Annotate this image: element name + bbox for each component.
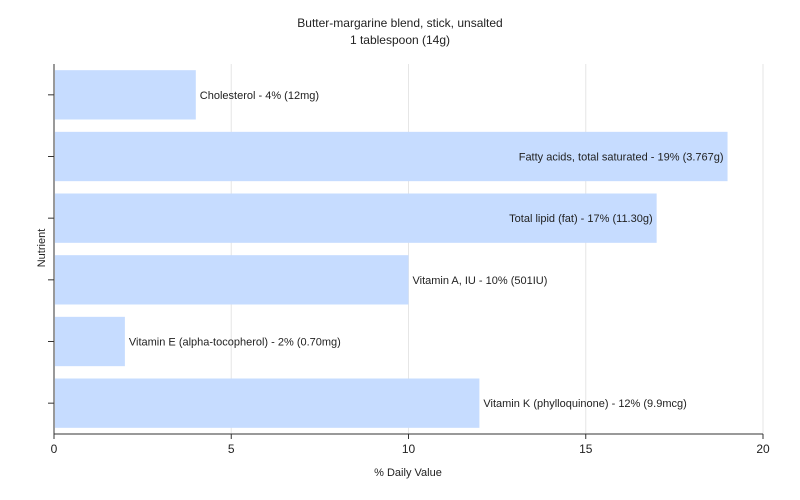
bar-label: Cholesterol - 4% (12mg) bbox=[200, 90, 319, 102]
bar-label: Vitamin A, IU - 10% (501IU) bbox=[413, 275, 548, 287]
bar bbox=[55, 193, 657, 243]
bar-label: Vitamin E (alpha-tocopherol) - 2% (0.70m… bbox=[129, 337, 341, 349]
y-axis-label: Nutrient bbox=[36, 229, 48, 268]
bar-label: Fatty acids, total saturated - 19% (3.76… bbox=[519, 152, 724, 164]
chart-subtitle: 1 tablespoon (14g) bbox=[350, 33, 450, 47]
x-tick-label: 15 bbox=[579, 442, 593, 456]
bar bbox=[55, 255, 409, 305]
x-tick-label: 10 bbox=[402, 442, 416, 456]
x-tick-label: 0 bbox=[51, 442, 58, 456]
chart-title: Butter-margarine blend, stick, unsalted bbox=[297, 16, 502, 30]
x-axis-label: % Daily Value bbox=[374, 467, 442, 479]
bar bbox=[55, 131, 728, 182]
bar-label: Total lipid (fat) - 17% (11.30g) bbox=[509, 213, 652, 225]
x-tick-label: 5 bbox=[228, 442, 235, 456]
axes: 0 5 10 15 20 bbox=[48, 64, 770, 456]
bar bbox=[55, 378, 480, 428]
bar bbox=[55, 70, 196, 120]
x-tick-label: 20 bbox=[756, 442, 770, 456]
bar-label: Vitamin K (phylloquinone) - 12% (9.9mcg) bbox=[483, 398, 686, 410]
bars-group: Cholesterol - 4% (12mg) Fatty acids, tota… bbox=[55, 70, 728, 428]
grid-lines bbox=[230, 64, 764, 434]
bar bbox=[55, 316, 125, 367]
